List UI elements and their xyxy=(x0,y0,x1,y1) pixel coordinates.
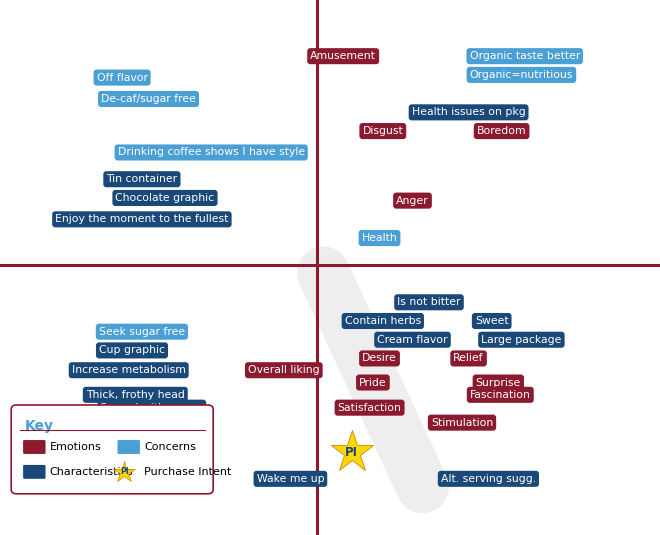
Text: Chocolate graphic: Chocolate graphic xyxy=(115,193,214,203)
Text: Disgust: Disgust xyxy=(362,126,403,136)
Text: Served with cream: Served with cream xyxy=(100,403,203,412)
Text: Relief: Relief xyxy=(453,354,484,363)
Text: Organic=nutritious: Organic=nutritious xyxy=(470,70,573,80)
Text: Thick, frothy head: Thick, frothy head xyxy=(86,390,185,400)
Text: Emotions: Emotions xyxy=(50,442,101,452)
Text: PI: PI xyxy=(345,446,358,458)
Text: Fascination: Fascination xyxy=(470,390,531,400)
Text: Increase metabolism: Increase metabolism xyxy=(72,365,185,375)
Text: Contain herbs: Contain herbs xyxy=(345,316,421,326)
Text: Amusement: Amusement xyxy=(310,51,376,61)
Text: Purchase Intent: Purchase Intent xyxy=(144,467,231,477)
Text: Characteristics: Characteristics xyxy=(50,467,133,477)
Text: Drinking coffee shows I have style: Drinking coffee shows I have style xyxy=(117,148,305,157)
Text: Desire: Desire xyxy=(362,354,397,363)
Text: Surprise: Surprise xyxy=(476,378,521,387)
Text: Satisfaction: Satisfaction xyxy=(338,403,401,412)
Text: Tin container: Tin container xyxy=(106,174,178,184)
Text: Boredom: Boredom xyxy=(477,126,527,136)
Text: Wake me up: Wake me up xyxy=(257,474,324,484)
Text: Stimulation: Stimulation xyxy=(431,418,493,427)
FancyBboxPatch shape xyxy=(23,440,46,454)
Text: Anger: Anger xyxy=(396,196,429,205)
Text: Is not bitter: Is not bitter xyxy=(397,297,461,307)
FancyBboxPatch shape xyxy=(11,405,213,494)
Text: Cup graphic: Cup graphic xyxy=(99,346,165,355)
Text: Key: Key xyxy=(24,419,53,433)
Text: Cream flavor: Cream flavor xyxy=(378,335,447,345)
Text: De-caf/sugar free: De-caf/sugar free xyxy=(101,94,196,104)
Text: Seek sugar free: Seek sugar free xyxy=(99,327,185,337)
Text: Sweet: Sweet xyxy=(475,316,508,326)
Text: Concerns: Concerns xyxy=(144,442,196,452)
Text: Health issues on pkg: Health issues on pkg xyxy=(412,108,525,117)
FancyBboxPatch shape xyxy=(117,440,140,454)
Text: Large package: Large package xyxy=(481,335,562,345)
Text: Health: Health xyxy=(362,233,397,243)
Text: Organic taste better: Organic taste better xyxy=(469,51,580,61)
Text: PI: PI xyxy=(119,468,129,476)
Text: Pride: Pride xyxy=(359,378,387,387)
Text: Overall liking: Overall liking xyxy=(248,365,319,375)
Text: Off flavor: Off flavor xyxy=(96,73,148,82)
Text: Enjoy the moment to the fullest: Enjoy the moment to the fullest xyxy=(55,215,228,224)
FancyBboxPatch shape xyxy=(23,465,46,479)
Text: Alt. serving sugg.: Alt. serving sugg. xyxy=(441,474,536,484)
